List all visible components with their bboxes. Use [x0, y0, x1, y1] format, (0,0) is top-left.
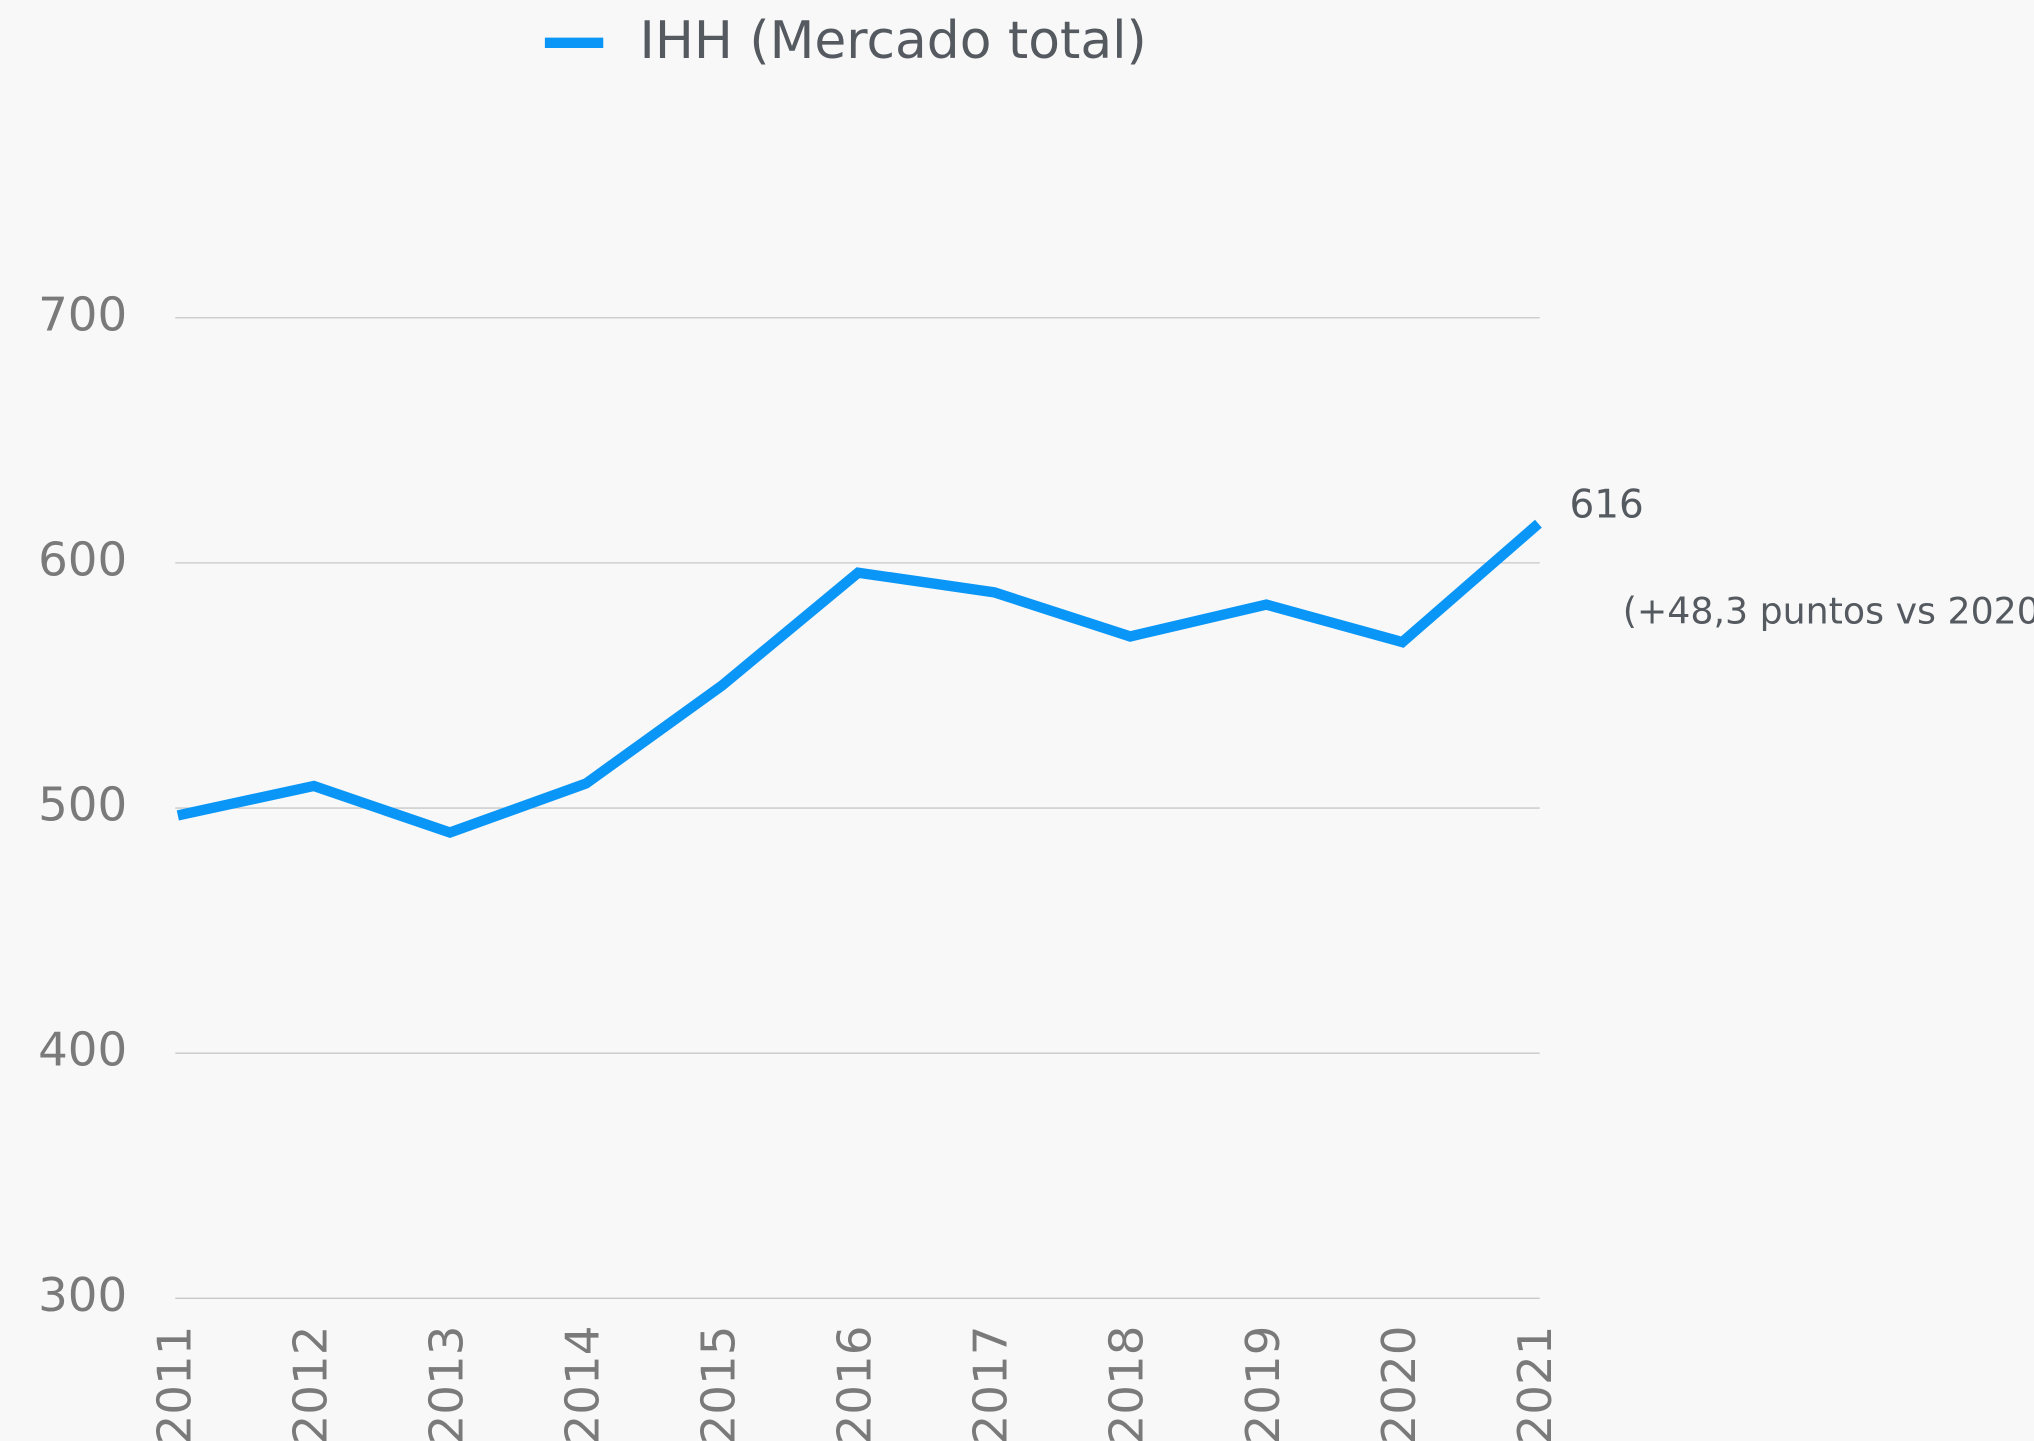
x-tick-label: 2015 — [693, 1326, 747, 1441]
y-tick-label: 600 — [38, 533, 127, 587]
series-line — [176, 519, 1542, 839]
y-tick-label: 300 — [38, 1269, 127, 1323]
x-tick-label: 2017 — [965, 1326, 1019, 1441]
x-tick-label: 2018 — [1101, 1326, 1155, 1441]
x-tick-label: 2019 — [1237, 1326, 1291, 1441]
x-tick-label: 2021 — [1509, 1326, 1563, 1441]
x-tick-label: 2014 — [556, 1326, 610, 1441]
data-label: 616 — [1570, 483, 1644, 528]
annotation: (+48,3 puntos vs 2020) — [1623, 589, 2034, 632]
x-tick-label: 2011 — [148, 1326, 202, 1441]
legend-label: IHH (Mercado total) — [640, 11, 1147, 71]
y-tick-label: 400 — [38, 1024, 127, 1078]
x-tick-label: 2013 — [420, 1326, 474, 1441]
y-tick-label: 700 — [38, 288, 127, 342]
x-tick-label: 2020 — [1373, 1326, 1427, 1441]
x-tick-label: 2016 — [829, 1326, 883, 1441]
y-tick-label: 500 — [38, 779, 127, 833]
x-tick-label: 2012 — [284, 1326, 338, 1441]
